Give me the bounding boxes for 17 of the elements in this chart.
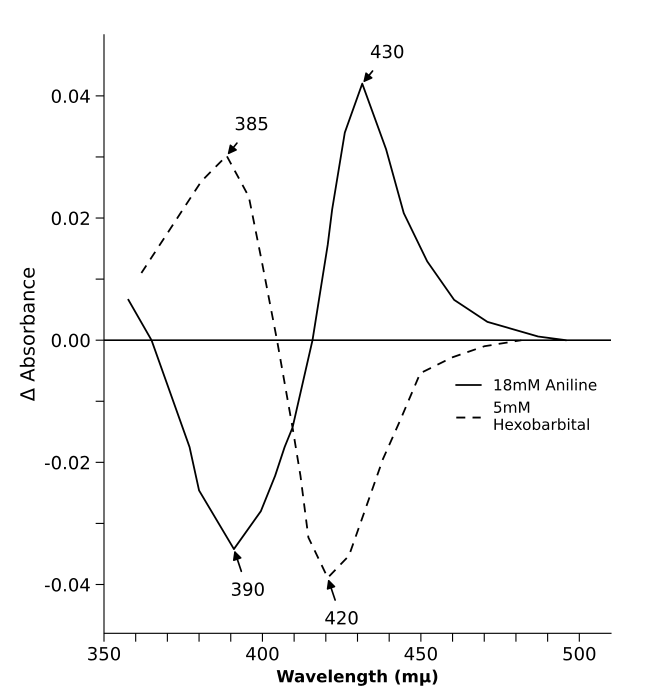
x-tick-label: 500 <box>563 646 596 661</box>
annotation: 390 <box>232 582 264 596</box>
y-tick-label: 0.00 <box>52 334 90 348</box>
annotation: 430 <box>370 44 404 58</box>
x-tick-label: 450 <box>404 646 437 661</box>
y-tick-label: 0.04 <box>52 89 90 103</box>
y-axis-title: Δ Absorbance <box>20 268 35 402</box>
legend-label: 5mM Hexobarbital <box>494 402 589 430</box>
annotation: 420 <box>325 611 358 625</box>
annotation: 385 <box>236 116 268 130</box>
y-tick-label: -0.04 <box>44 578 90 592</box>
y-tick-label: 0.02 <box>52 211 89 226</box>
x-axis-title: Wavelength (mμ) <box>276 670 438 686</box>
x-tick-label: 350 <box>88 646 120 661</box>
x-tick-label: 400 <box>246 646 278 661</box>
y-tick-label: -0.02 <box>44 456 89 470</box>
legend-label: 18mM Aniline <box>494 378 596 391</box>
